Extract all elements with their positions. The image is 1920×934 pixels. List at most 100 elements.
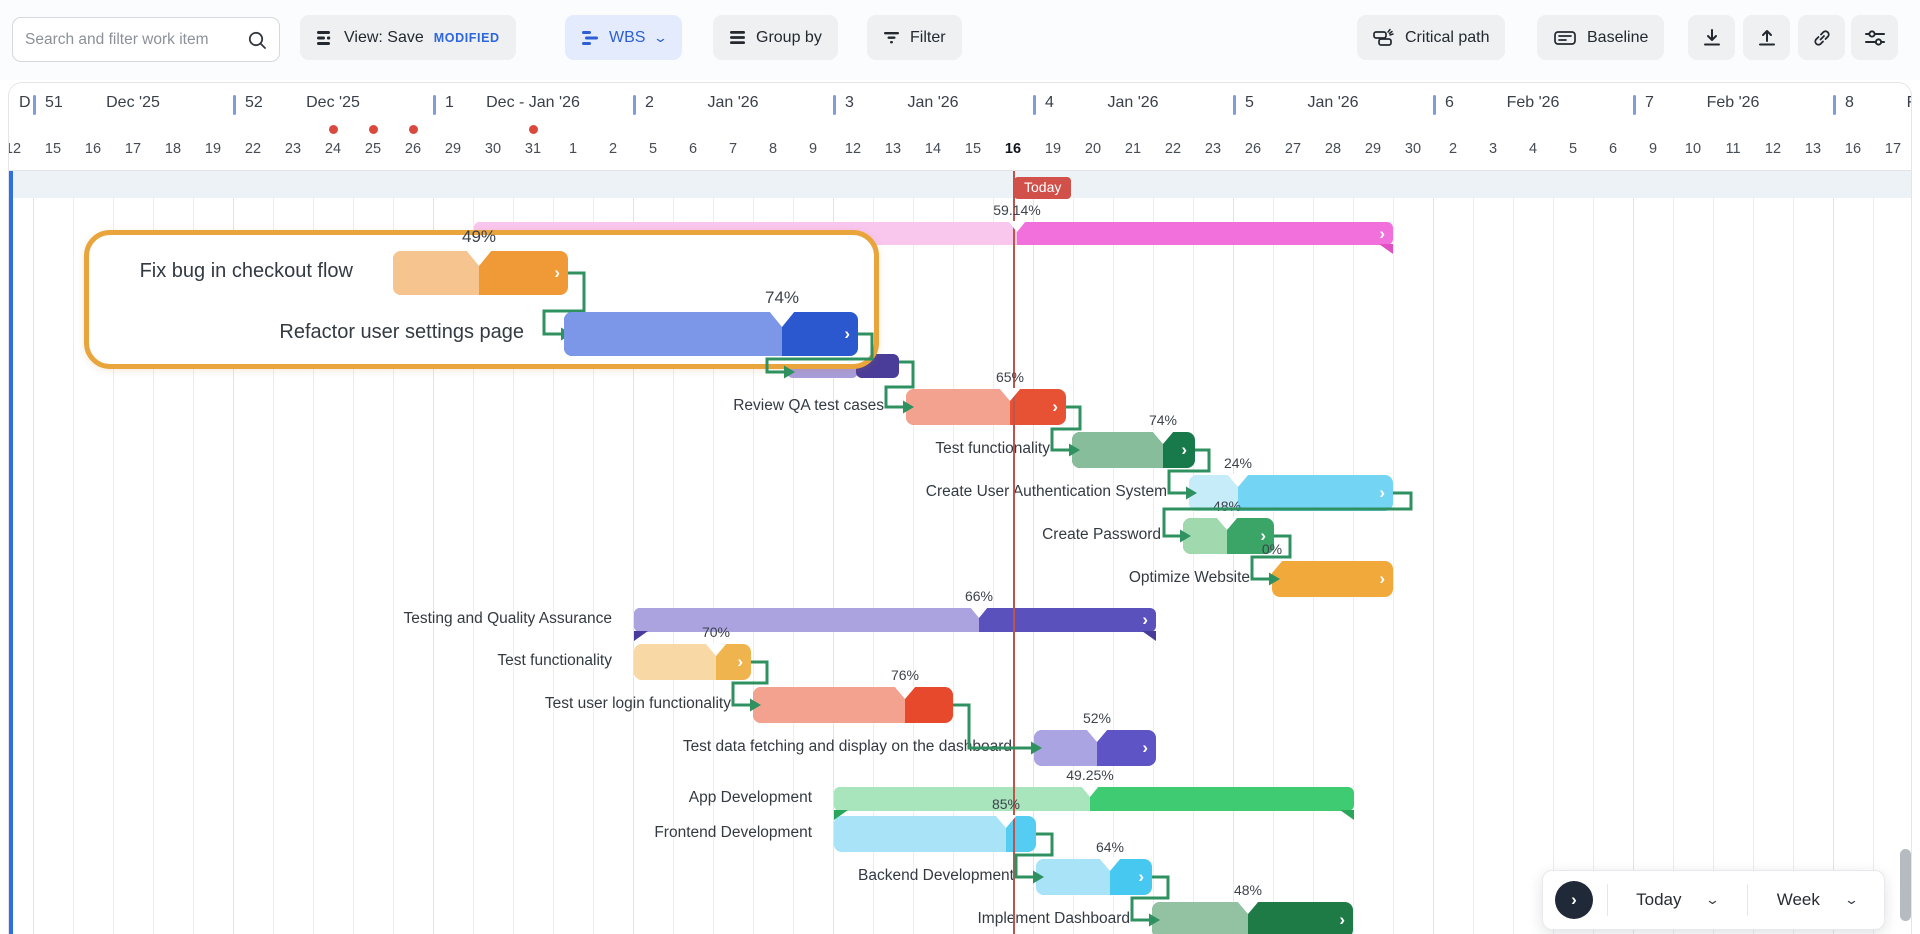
view-save-label: View: Save	[344, 28, 424, 46]
critical-path-button[interactable]: Critical path	[1357, 15, 1506, 60]
task-bar[interactable]: ›	[634, 608, 1156, 632]
zoom-level-dropdown[interactable]: Week ⌄	[1762, 890, 1873, 910]
settings-sliders-button[interactable]	[1851, 15, 1898, 60]
progress-notch	[1008, 221, 1026, 232]
day-number: 30	[1404, 141, 1422, 157]
week-month-label: Feb '26	[1506, 94, 1560, 111]
day-number: 18	[164, 141, 182, 157]
tail-left	[834, 810, 848, 820]
today-dropdown[interactable]: Today ⌄	[1622, 890, 1733, 910]
day-number: 23	[284, 141, 302, 157]
holiday-dot	[528, 125, 538, 134]
upload-button[interactable]	[1743, 15, 1790, 60]
scroll-forward-button[interactable]: ›	[1555, 881, 1593, 919]
task-bar[interactable]: ›	[634, 644, 751, 680]
task-label[interactable]: Optimize Website	[1128, 569, 1250, 586]
week-separator	[1233, 95, 1236, 115]
day-number: 5	[648, 141, 658, 157]
link-button[interactable]	[1798, 15, 1845, 60]
timeline-header[interactable]: D 51 Dec '25 52 Dec '25 1 Dec - Jan '26 2 Jan '…	[9, 83, 1911, 171]
week-number: 51	[45, 94, 63, 111]
task-label[interactable]: Create User Authentication System	[925, 483, 1167, 500]
vertical-scrollbar[interactable]	[1900, 849, 1911, 921]
left-accent-line	[9, 171, 13, 934]
task-label[interactable]: Test user login functionality	[544, 695, 731, 712]
day-number: 12	[1764, 141, 1782, 157]
progress-done-segment	[634, 608, 979, 632]
chevron-right-icon: ›	[844, 323, 850, 343]
day-number: 11	[1725, 141, 1741, 157]
task-bar[interactable]	[753, 687, 953, 723]
day-number: 1	[568, 141, 578, 157]
task-label[interactable]: Create Password	[1042, 526, 1161, 543]
week-separator	[833, 95, 836, 115]
group-by-button[interactable]: Group by	[713, 15, 838, 60]
day-number: 10	[1684, 141, 1702, 157]
chevron-right-icon: ›	[1138, 866, 1144, 886]
critical-path-icon	[1373, 28, 1394, 46]
task-bar[interactable]: ›	[564, 312, 858, 356]
task-label[interactable]: Review QA test cases	[733, 397, 884, 414]
download-button[interactable]	[1688, 15, 1735, 60]
progress-percentage: 64%	[1095, 839, 1125, 855]
day-number: 22	[244, 141, 262, 157]
task-label[interactable]: Testing and Quality Assurance	[403, 610, 612, 627]
progress-percentage: 66%	[964, 588, 994, 604]
progress-percentage: 49%	[461, 227, 497, 246]
task-bar[interactable]: ›	[1036, 859, 1152, 895]
chevron-right-icon: ›	[1571, 890, 1577, 909]
progress-percentage: 70%	[701, 624, 731, 640]
task-bar[interactable]: ›	[906, 389, 1066, 425]
download-icon	[1703, 28, 1720, 45]
day-number: 23	[1204, 141, 1222, 157]
chevron-right-icon: ›	[1379, 568, 1385, 588]
week-month-label: Jan '26	[1107, 94, 1159, 111]
week-separator	[1033, 95, 1036, 115]
progress-notch	[769, 311, 795, 327]
task-bar[interactable]: ›	[1072, 432, 1195, 468]
week-separator	[33, 95, 36, 115]
link-icon	[1813, 29, 1830, 46]
day-number: 19	[1044, 141, 1062, 157]
chevron-right-icon: ›	[554, 262, 560, 282]
wbs-button[interactable]: WBS ⌄	[565, 15, 683, 60]
day-number: 27	[1284, 141, 1302, 157]
filter-button[interactable]: Filter	[867, 15, 962, 60]
day-number: 2	[1448, 141, 1458, 157]
task-bar[interactable]: ›	[1152, 902, 1353, 934]
task-label[interactable]: Test functionality	[935, 440, 1050, 457]
week-month-label: Jan '26	[1307, 94, 1359, 111]
search-box[interactable]	[12, 17, 280, 62]
task-label[interactable]: Implement Dashboard	[977, 910, 1131, 927]
task-label[interactable]: Frontend Development	[654, 824, 812, 841]
progress-percentage: 65%	[995, 369, 1025, 385]
day-number: 2	[608, 141, 618, 157]
view-save-button[interactable]: View: Save MODIFIED	[300, 15, 516, 60]
day-number: 14	[924, 141, 942, 157]
baseline-button[interactable]: Baseline	[1537, 15, 1665, 60]
filter-label: Filter	[910, 28, 946, 46]
task-label[interactable]: Refactor user settings page	[279, 321, 524, 343]
day-number: 3	[1488, 141, 1498, 157]
task-label[interactable]: Fix bug in checkout flow	[139, 260, 353, 282]
task-label[interactable]: App Development	[688, 789, 812, 806]
holiday-dot	[408, 125, 418, 134]
week-header-cell: 5 Jan '26	[1233, 91, 1433, 123]
day-number: 25	[364, 141, 382, 157]
chevron-down-icon: ⌄	[1843, 892, 1859, 907]
day-number: 13	[884, 141, 902, 157]
progress-notch	[1081, 786, 1099, 797]
week-number: 5	[1245, 94, 1254, 111]
baseline-icon	[1554, 30, 1576, 45]
week-month-label: Jan '26	[907, 94, 959, 111]
gantt-chart-area[interactable]: › 59.14% › 65% Review QA test cases › 74% Test …	[9, 171, 1911, 934]
search-input[interactable]	[25, 30, 247, 49]
day-number: 31	[524, 141, 542, 157]
task-bar[interactable]: ›	[1272, 561, 1393, 597]
task-label[interactable]: Backend Development	[858, 867, 1014, 884]
week-header-cell: 8Feb '26	[1833, 91, 1911, 123]
progress-done-segment	[1072, 432, 1163, 468]
task-label[interactable]: Test functionality	[497, 652, 612, 669]
day-number: 29	[444, 141, 462, 157]
task-label[interactable]: Test data fetching and display on the da…	[682, 738, 1012, 755]
